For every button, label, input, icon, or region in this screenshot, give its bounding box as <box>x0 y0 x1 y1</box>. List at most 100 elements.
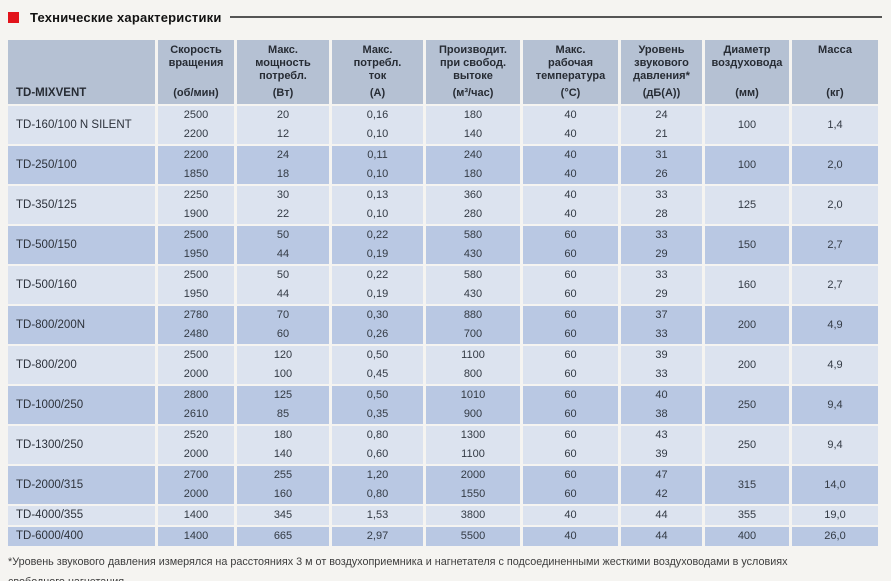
temp-cell: 40 <box>523 125 618 144</box>
speed-cell: 2200 <box>158 144 234 165</box>
noise-cell: 33 <box>621 325 702 344</box>
mass-cell: 9,4 <box>792 384 878 424</box>
mass-cell: 2,0 <box>792 144 878 184</box>
power-cell: 160 <box>237 485 329 504</box>
col-header-current-title: Макс. потребл. ток <box>353 44 402 82</box>
power-cell: 18 <box>237 165 329 184</box>
current-cell: 0,19 <box>332 285 423 304</box>
speed-cell: 2000 <box>158 445 234 464</box>
current-cell: 0,19 <box>332 245 423 264</box>
table-row: 2000 100 0,45 800 60 33 <box>8 365 878 384</box>
power-cell: 22 <box>237 205 329 224</box>
table-row: TD-6000/400 1400 665 2,97 5500 40 44 400 26,0 <box>8 525 878 546</box>
diameter-cell: 400 <box>705 525 789 546</box>
temp-cell: 40 <box>523 165 618 184</box>
flow-cell: 430 <box>426 245 520 264</box>
power-cell: 50 <box>237 264 329 285</box>
diameter-cell: 150 <box>705 224 789 264</box>
diameter-cell: 200 <box>705 304 789 344</box>
col-header-current: Макс. потребл. ток (А) <box>332 40 423 104</box>
table-row: 2200 12 0,10 140 40 21 <box>8 125 878 144</box>
diameter-cell: 100 <box>705 144 789 184</box>
specs-table-header: TD-MIXVENT Скорость вращения (об/мин) Ма… <box>8 40 878 104</box>
noise-cell: 44 <box>621 504 702 525</box>
current-cell: 0,10 <box>332 165 423 184</box>
flow-cell: 1300 <box>426 424 520 445</box>
power-cell: 20 <box>237 104 329 125</box>
flow-cell: 800 <box>426 365 520 384</box>
noise-cell: 42 <box>621 485 702 504</box>
col-header-flow-title: Производит. при свобод. вытоке <box>439 44 507 82</box>
table-row: TD-350/125 2250 30 0,13 360 40 33 125 2,0 <box>8 184 878 224</box>
temp-cell: 60 <box>523 405 618 424</box>
noise-cell: 33 <box>621 264 702 285</box>
col-header-noise-unit: (дБ(А)) <box>642 87 681 99</box>
current-cell: 2,97 <box>332 525 423 546</box>
current-cell: 0,80 <box>332 485 423 504</box>
flow-cell: 1100 <box>426 344 520 365</box>
current-cell: 0,16 <box>332 104 423 125</box>
table-row: TD-1000/250 2800 125 0,50 1010 60 40 250 9,4 <box>8 384 878 424</box>
noise-cell: 29 <box>621 285 702 304</box>
section-title: Технические характеристики <box>30 9 222 25</box>
speed-cell: 2480 <box>158 325 234 344</box>
noise-cell: 33 <box>621 184 702 205</box>
current-cell: 1,53 <box>332 504 423 525</box>
flow-cell: 240 <box>426 144 520 165</box>
model-name-cell: TD-800/200 <box>8 344 155 384</box>
speed-cell: 1950 <box>158 285 234 304</box>
current-cell: 0,50 <box>332 344 423 365</box>
diameter-cell: 100 <box>705 104 789 144</box>
power-cell: 24 <box>237 144 329 165</box>
noise-cell: 21 <box>621 125 702 144</box>
temp-cell: 60 <box>523 304 618 325</box>
col-header-temp-title: Макс. рабочая температура <box>535 44 606 82</box>
table-row: 2000 140 0,60 1100 60 39 <box>8 445 878 464</box>
mass-cell: 9,4 <box>792 424 878 464</box>
model-name-cell: TD-2000/315 <box>8 464 155 504</box>
noise-cell: 39 <box>621 445 702 464</box>
table-row: 2610 85 0,35 900 60 38 <box>8 405 878 424</box>
col-header-speed-title: Скорость вращения <box>168 44 224 69</box>
col-header-flow: Производит. при свобод. вытоке (м³/час) <box>426 40 520 104</box>
mass-cell: 2,7 <box>792 224 878 264</box>
speed-cell: 2500 <box>158 344 234 365</box>
model-name-cell: TD-800/200N <box>8 304 155 344</box>
flow-cell: 700 <box>426 325 520 344</box>
temp-cell: 60 <box>523 485 618 504</box>
current-cell: 0,11 <box>332 144 423 165</box>
power-cell: 125 <box>237 384 329 405</box>
speed-cell: 2780 <box>158 304 234 325</box>
current-cell: 0,22 <box>332 224 423 245</box>
section-header: Технические характеристики <box>8 5 884 29</box>
col-header-flow-unit: (м³/час) <box>452 87 494 99</box>
title-rule <box>229 16 882 18</box>
power-cell: 70 <box>237 304 329 325</box>
col-header-diameter: Диаметр воздуховода (мм) <box>705 40 789 104</box>
temp-cell: 60 <box>523 365 618 384</box>
table-row: 1950 44 0,19 430 60 29 <box>8 285 878 304</box>
current-cell: 0,10 <box>332 125 423 144</box>
noise-cell: 37 <box>621 304 702 325</box>
temp-cell: 60 <box>523 464 618 485</box>
temp-cell: 40 <box>523 525 618 546</box>
flow-cell: 430 <box>426 285 520 304</box>
col-header-power-unit: (Вт) <box>272 87 294 99</box>
speed-cell: 2520 <box>158 424 234 445</box>
flow-cell: 2000 <box>426 464 520 485</box>
current-cell: 1,20 <box>332 464 423 485</box>
speed-cell: 2800 <box>158 384 234 405</box>
specs-table: TD-MIXVENT Скорость вращения (об/мин) Ма… <box>5 40 881 546</box>
col-header-mass-unit: (кг) <box>826 87 844 99</box>
table-row: TD-500/160 2500 50 0,22 580 60 33 160 2,7 <box>8 264 878 304</box>
noise-cell: 43 <box>621 424 702 445</box>
temp-cell: 60 <box>523 264 618 285</box>
noise-cell: 28 <box>621 205 702 224</box>
flow-cell: 1550 <box>426 485 520 504</box>
speed-cell: 1950 <box>158 245 234 264</box>
power-cell: 665 <box>237 525 329 546</box>
power-cell: 120 <box>237 344 329 365</box>
mass-cell: 1,4 <box>792 104 878 144</box>
model-name-cell: TD-350/125 <box>8 184 155 224</box>
